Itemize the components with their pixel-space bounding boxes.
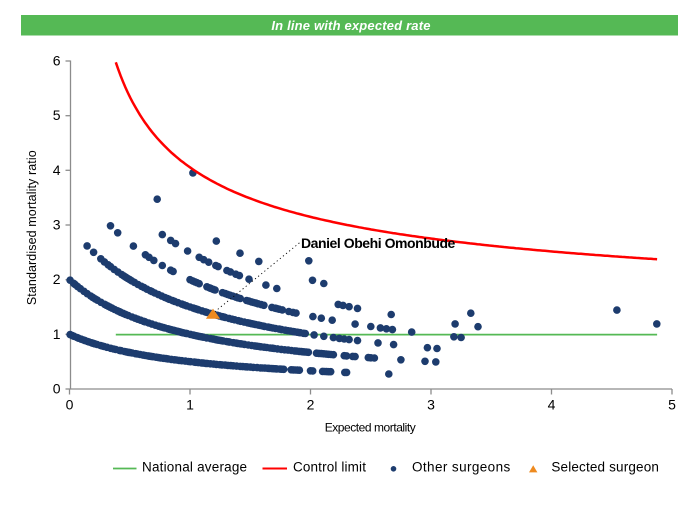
svg-text:4: 4 — [548, 397, 556, 413]
svg-text:6: 6 — [53, 53, 61, 69]
svg-text:0: 0 — [66, 397, 74, 413]
svg-text:1: 1 — [186, 397, 194, 413]
svg-text:National average: National average — [142, 460, 247, 475]
svg-text:4: 4 — [53, 162, 61, 178]
svg-text:5: 5 — [53, 107, 61, 123]
svg-text:Selected surgeon: Selected surgeon — [551, 460, 659, 475]
svg-text:5: 5 — [668, 397, 676, 413]
svg-text:3: 3 — [53, 217, 61, 233]
svg-text:0: 0 — [53, 381, 61, 397]
svg-text:3: 3 — [427, 397, 435, 413]
svg-text:Control limit: Control limit — [293, 460, 366, 475]
svg-text:2: 2 — [307, 397, 315, 413]
svg-text:1: 1 — [53, 326, 61, 342]
svg-text:Other surgeons: Other surgeons — [412, 460, 511, 475]
svg-text:Expected mortality: Expected mortality — [325, 421, 416, 435]
svg-text:Standardised mortality ratio: Standardised mortality ratio — [25, 150, 39, 305]
svg-text:2: 2 — [53, 271, 61, 287]
svg-text:In line with expected rate: In line with expected rate — [271, 18, 430, 33]
svg-text:Daniel Obehi Omonbude: Daniel Obehi Omonbude — [301, 235, 456, 251]
